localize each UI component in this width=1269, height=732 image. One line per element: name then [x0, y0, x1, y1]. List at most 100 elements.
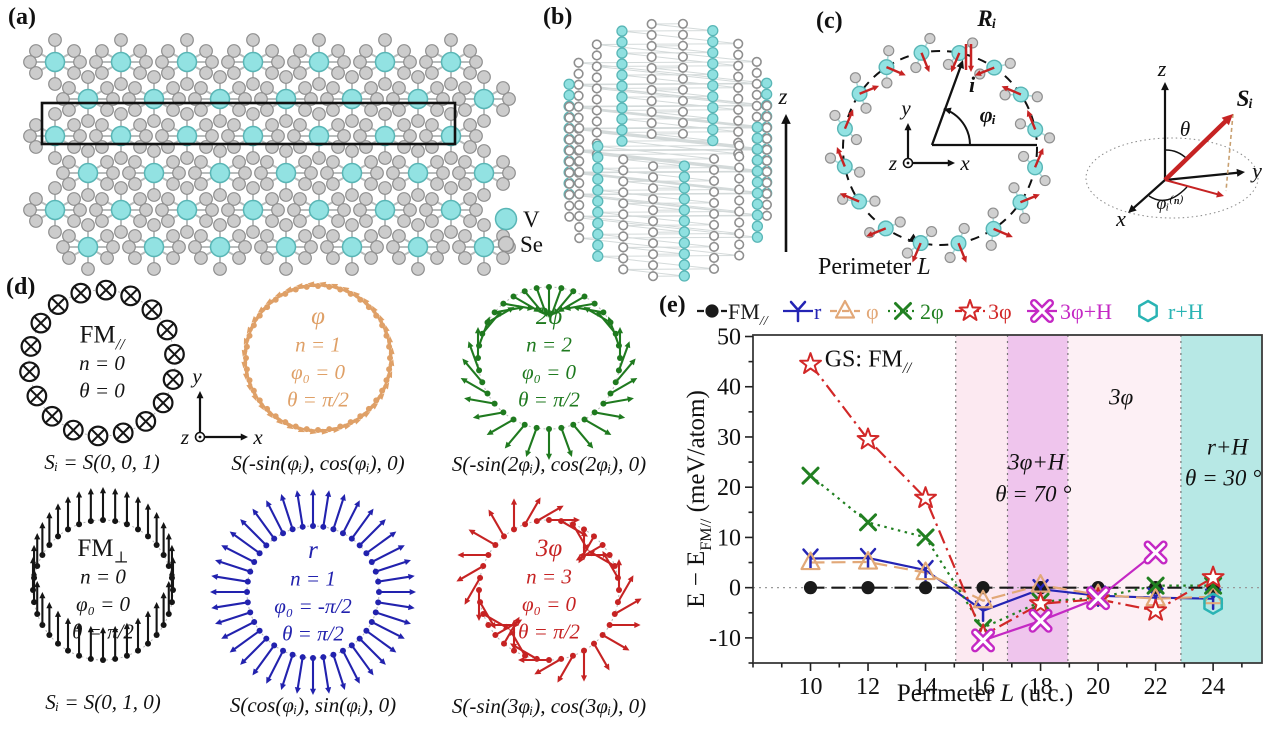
- spin-config-2: 2φn = 2 φ₀ = 0 θ = π/2 S(-sin(2φᵢ), cos(2φᵢ…: [452, 284, 646, 476]
- spin-config-text: θ = π/2: [282, 621, 344, 645]
- chart: GS: FM// 3φ+H θ = 70 ° 3φ r+H θ = 30 ° 10 12 14 1…: [683, 325, 1263, 707]
- spin-config-text: n = 1: [295, 332, 341, 356]
- atom-legend-v: V: [523, 207, 540, 232]
- series-line-5: [982, 551, 1157, 642]
- spin-config-1: φn = 1 φ₀ = 0 θ = π/2 S(-sin(φᵢ), cos(φᵢ), …: [231, 281, 405, 475]
- y-axis-label: y: [190, 364, 202, 388]
- legend-label-2: φ: [866, 299, 879, 324]
- spin-config-text: φ₀ = 0: [522, 592, 577, 616]
- spin-config-0: FM//n = 0 θ = 0 Sᵢ = S(0, 0, 1): [19, 279, 185, 474]
- unit-cell-box: [40, 101, 457, 146]
- atom-legend: VSe: [494, 207, 543, 257]
- chart-annotation: 3φ+H: [1007, 450, 1066, 475]
- azimuth-label: φᵢ⁽ⁿ⁾: [1156, 193, 1183, 213]
- chart-annotation: r+H: [1207, 435, 1249, 460]
- chart-legend: FM// r φ 2φ 3φ 3φ+H r+H: [697, 299, 1204, 329]
- spin-config-text: 3φ: [535, 535, 563, 562]
- spin-config-text: θ = π/2: [518, 619, 580, 643]
- spin-config-text: θ = π/2: [518, 387, 580, 411]
- chart-annotation: 3φ: [1108, 384, 1134, 409]
- spin-config-4: rn = 1 φ₀ = -π/2 θ = π/2 S(cos(φᵢ), sin(φᵢ)…: [210, 489, 416, 717]
- spin-config-text: n = 3: [526, 564, 572, 588]
- legend-label-1: r: [814, 299, 822, 324]
- y-tick-label: 10: [717, 525, 741, 551]
- series-markers-5: [971, 540, 1168, 653]
- spin-config-text: φ₀ = 0: [291, 360, 346, 384]
- spin-config-text: n = 0: [80, 564, 126, 588]
- legend-label-5: 3φ+H: [1060, 299, 1112, 324]
- y-axis-title: E − EFM// (meV/atom): [683, 390, 715, 608]
- spin-config-5: 3φn = 3 φ₀ = 0 θ = π/2 S(-sin(3φᵢ), cos(3φᵢ…: [452, 497, 646, 718]
- spin-formula: Sᵢ = S(0, 0, 1): [44, 450, 159, 474]
- spin-config-text: r: [308, 537, 318, 564]
- spin-config-text: θ = π/2: [72, 619, 134, 643]
- phase-region-3: [1180, 335, 1262, 663]
- spin-config-text: φ₀ = 0: [522, 360, 577, 384]
- spin-config-text: FM⊥: [77, 535, 128, 567]
- spin-formula: Sᵢ = S(0, 1, 0): [45, 690, 160, 714]
- panel-d-axes: x y z: [180, 364, 263, 449]
- x-axis-title: Perimeter L (u.c.): [897, 680, 1073, 707]
- phi-angle-label: φᵢ: [980, 102, 997, 127]
- spin-config-text: n = 0: [79, 351, 125, 375]
- panel-b-nanotube: z: [563, 18, 791, 282]
- z-axis-label: z: [180, 425, 189, 449]
- atom-legend-se: Se: [520, 232, 543, 257]
- x-tick-label: 10: [799, 674, 823, 700]
- x-tick-label: 16: [971, 674, 995, 700]
- spin-config-3: FM⊥n = 0 φ₀ = 0 θ = π/2 Sᵢ = S(0, 1, 0): [29, 487, 177, 714]
- y-tick-label: 40: [717, 375, 741, 401]
- y-tick-label: 30: [717, 425, 741, 451]
- z-axis-label: z: [778, 84, 788, 109]
- x-tick-label: 22: [1144, 674, 1168, 700]
- spin-config-text: θ = 0: [79, 379, 125, 403]
- chart-annotation: θ = 70 °: [995, 481, 1071, 506]
- x-tick-label: 12: [856, 674, 880, 700]
- y-axis-label: y: [1250, 158, 1262, 183]
- x-tick-label: 20: [1086, 674, 1110, 700]
- series-line-3: [809, 474, 1214, 630]
- x-axis-label: x: [1115, 206, 1126, 231]
- x-tick-label: 18: [1029, 674, 1053, 700]
- legend-label-6: r+H: [1168, 299, 1204, 324]
- spin-config-text: φ₀ = 0: [76, 592, 131, 616]
- y-tick-label: -10: [709, 626, 741, 652]
- chart-annotation: θ = 30 °: [1185, 466, 1261, 491]
- spin-vector-label: Sᵢ: [1237, 86, 1254, 111]
- legend-label-4: 3φ: [988, 299, 1012, 324]
- spin-config-text: φ: [311, 303, 325, 330]
- position-vector-label: Rᵢ: [976, 6, 996, 31]
- spin-formula: S(-sin(3φᵢ), cos(3φᵢ), 0): [452, 694, 646, 718]
- spin-config-text: n = 1: [290, 566, 336, 590]
- z-axis-label: z: [1157, 56, 1167, 81]
- perimeter-label: Perimeter L: [818, 254, 931, 280]
- x-tick-label: 14: [914, 674, 938, 700]
- x-tick-label: 24: [1201, 674, 1225, 700]
- series-line-2: [810, 560, 1214, 602]
- spin-config-text: n = 2: [526, 332, 572, 356]
- spin-formula: S(-sin(2φᵢ), cos(2φᵢ), 0): [452, 452, 646, 476]
- panel-a-lattice: [23, 33, 516, 276]
- spin-config-text: FM//: [79, 322, 126, 354]
- legend-label-3: 2φ: [920, 299, 944, 324]
- legend-label-0: FM//: [728, 299, 769, 329]
- spin-config-text: θ = π/2: [287, 387, 349, 411]
- spin-config-text: 2φ: [536, 303, 563, 330]
- chart-annotation: GS: FM//: [825, 347, 913, 377]
- x-axis-label: x: [252, 425, 263, 449]
- spin-config-text: φ₀ = -π/2: [274, 594, 352, 618]
- spin-formula: S(-sin(φᵢ), cos(φᵢ), 0): [231, 451, 404, 475]
- y-tick-label: 20: [717, 475, 741, 501]
- x-axis-label: x: [959, 151, 970, 175]
- z-axis-label: z: [888, 151, 897, 175]
- theta-label: θ: [1180, 117, 1190, 141]
- y-tick-label: 0: [729, 576, 741, 602]
- y-tick-label: 50: [717, 325, 741, 351]
- y-axis-label: y: [899, 96, 911, 120]
- spin-formula: S(cos(φᵢ), sin(φᵢ), 0): [230, 693, 396, 717]
- site-index-label: i: [969, 72, 976, 97]
- series-markers-6: [1203, 592, 1224, 615]
